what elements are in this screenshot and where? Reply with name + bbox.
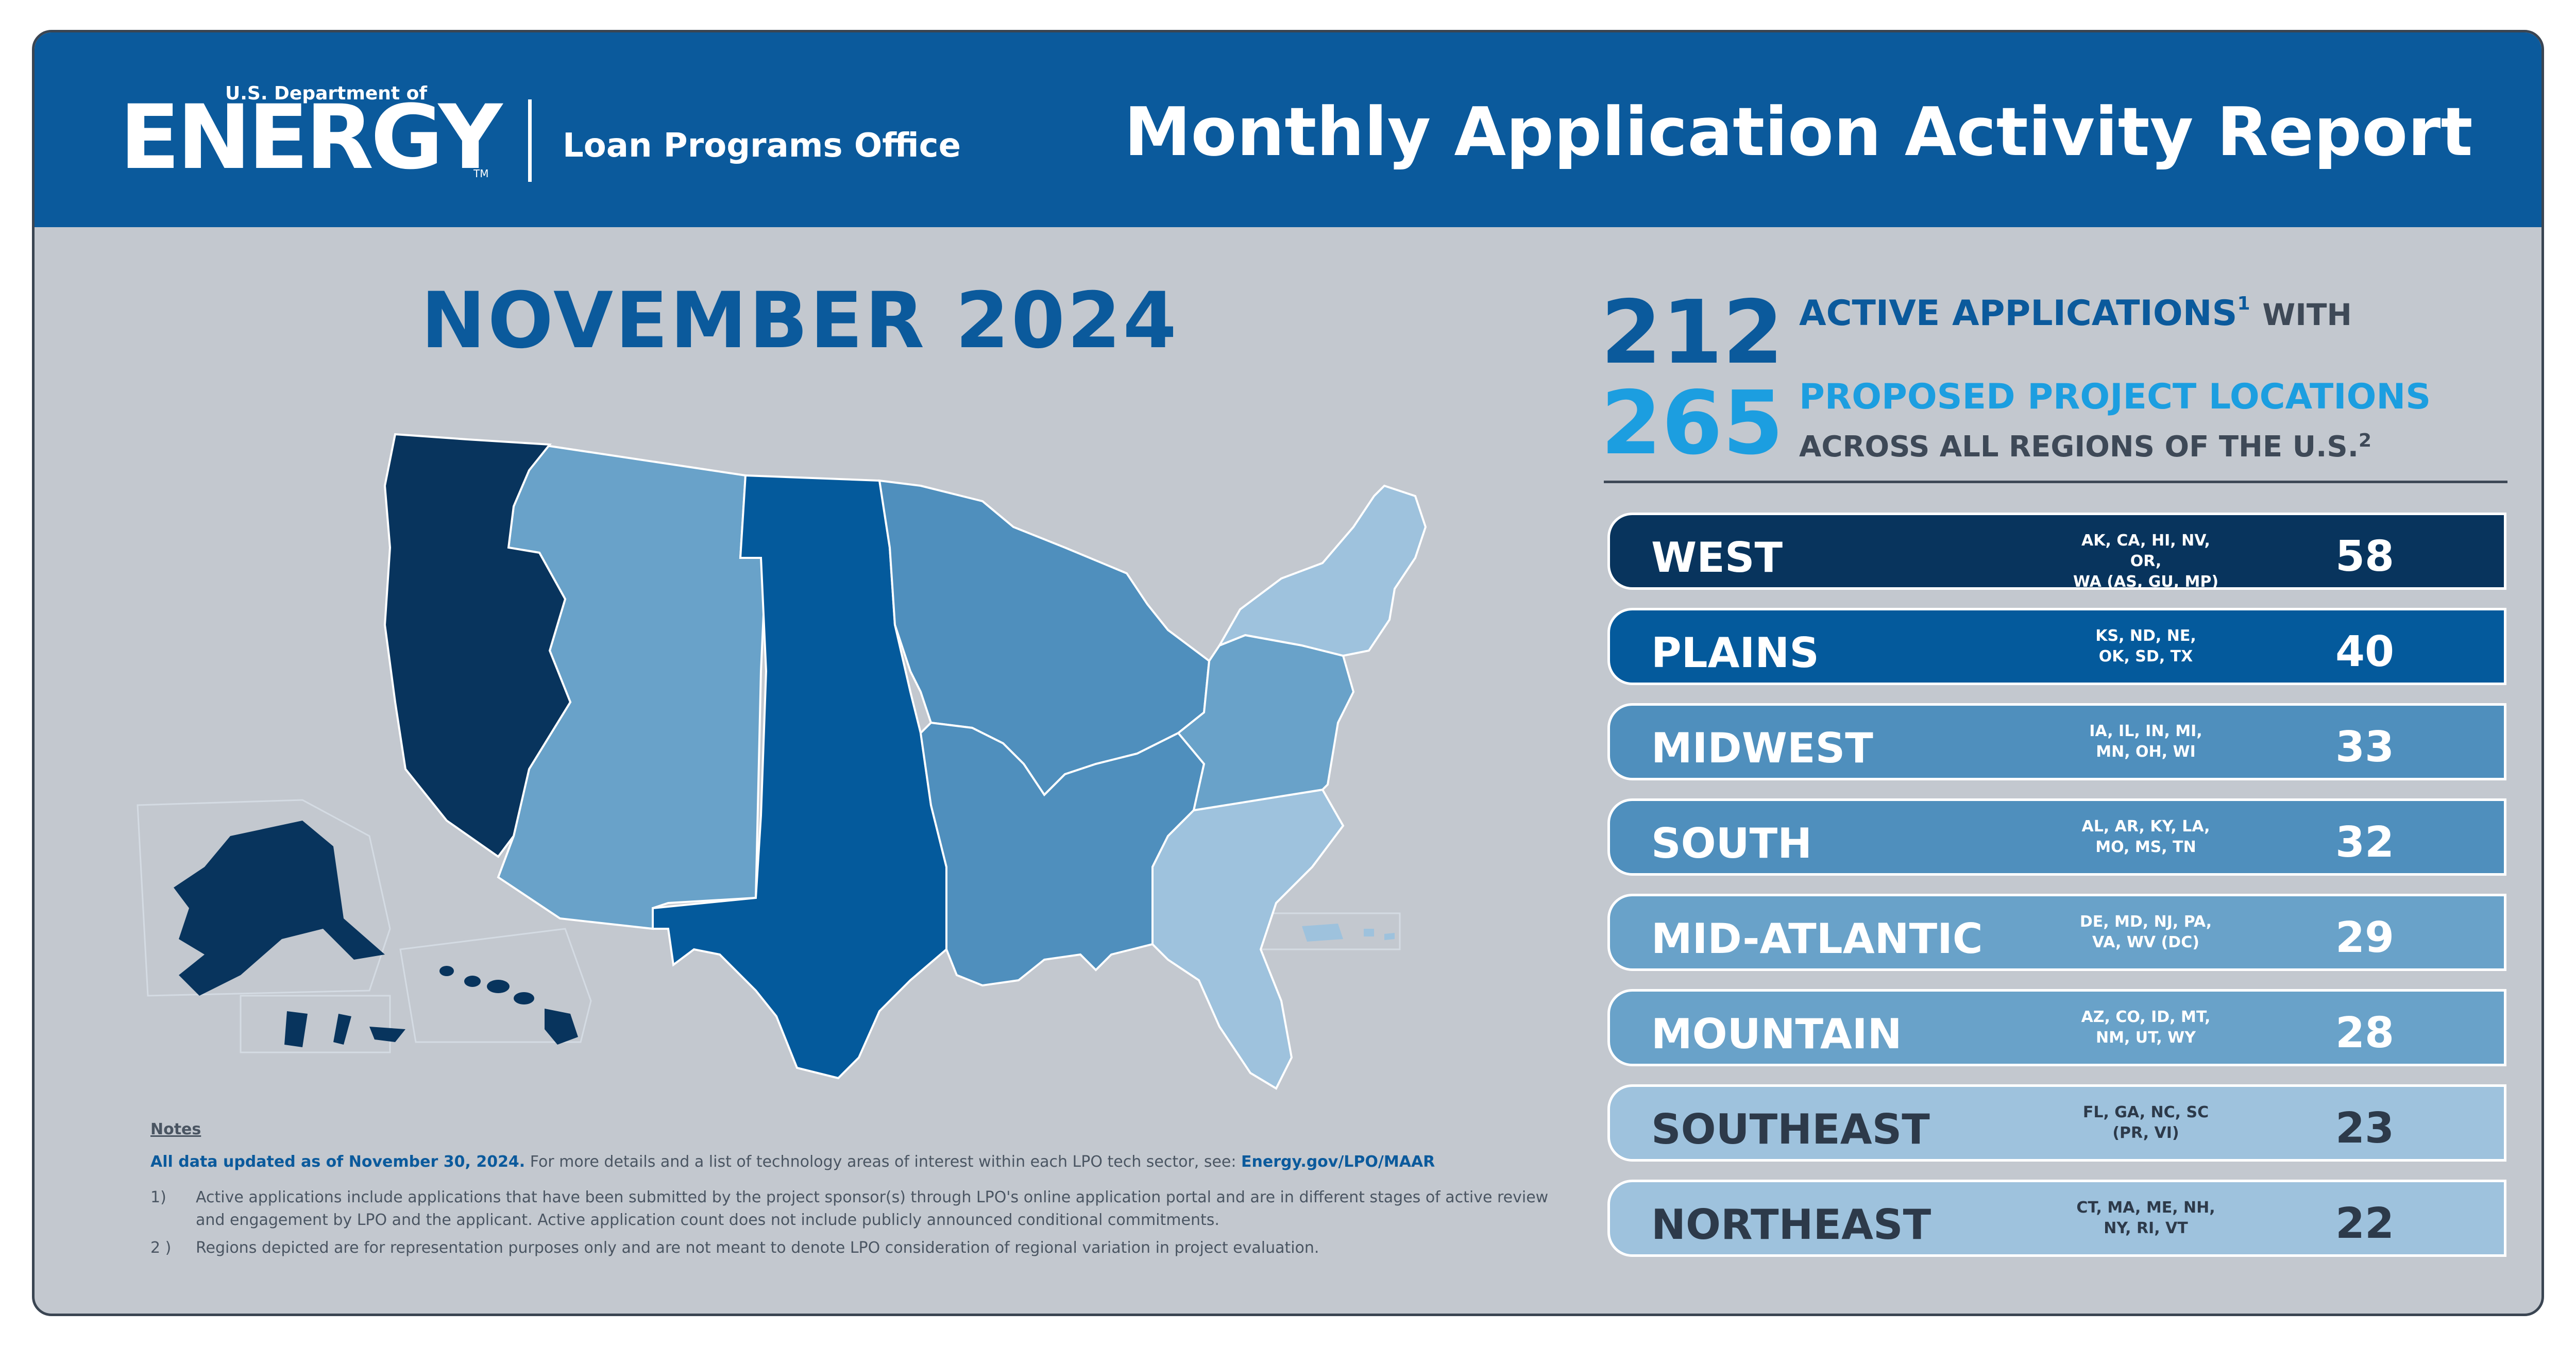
region-states-line: VA, WV (DC)	[2092, 933, 2199, 951]
region-row-plains: PLAINS KS, ND, NE, OK, SD, TX 40	[1607, 608, 2506, 685]
logo-trademark: TM	[473, 167, 489, 180]
region-name: MOUNTAIN	[1651, 1010, 1902, 1058]
regions-text: ACROSS ALL REGIONS OF THE U.S.	[1799, 430, 2359, 464]
region-states-line: MN, OH, WI	[2096, 743, 2196, 761]
maar-link[interactable]: Energy.gov/LPO/MAAR	[1241, 1153, 1435, 1171]
project-locations-count: 265	[1601, 372, 1784, 474]
region-list: WEST AK, CA, HI, NV, OR, WA (AS, GU, MP) …	[1607, 513, 2506, 1275]
notes-updated-date: All data updated as of November 30, 2024…	[150, 1153, 526, 1171]
report-title: Monthly Application Activity Report	[1124, 93, 2473, 171]
region-states-line: OK, SD, TX	[2098, 648, 2193, 666]
region-states: AZ, CO, ID, MT, NM, UT, WY	[2063, 1007, 2228, 1048]
active-applications-text: ACTIVE APPLICATIONS	[1799, 293, 2238, 334]
region-states-line: AL, AR, KY, LA,	[2081, 817, 2210, 836]
region-row-mid-atlantic: MID-ATLANTIC DE, MD, NJ, PA, VA, WV (DC) …	[1607, 894, 2506, 971]
notes-updated: All data updated as of November 30, 2024…	[150, 1153, 1567, 1171]
region-row-midwest: MIDWEST IA, IL, IN, MI, MN, OH, WI 33	[1607, 703, 2506, 780]
region-row-southeast: SOUTHEAST FL, GA, NC, SC (PR, VI) 23	[1607, 1084, 2506, 1162]
report-frame: U.S. Department of ENERGY TM Loan Progra…	[32, 30, 2544, 1316]
region-count: 23	[2335, 1104, 2395, 1153]
region-count: 32	[2335, 818, 2395, 867]
region-states-line: AZ, CO, ID, MT,	[2081, 1008, 2211, 1026]
note-number: 1)	[150, 1188, 166, 1206]
region-name: SOUTH	[1651, 820, 1812, 867]
region-states: DE, MD, NJ, PA, VA, WV (DC)	[2063, 912, 2228, 953]
notes-section: Notes All data updated as of November 30…	[150, 1120, 1567, 1265]
region-southeast	[1151, 788, 1345, 1090]
region-states-line: NY, RI, VT	[2104, 1219, 2188, 1237]
logo-divider	[528, 99, 532, 182]
region-count: 28	[2335, 1009, 2395, 1058]
region-states-line: AK, CA, HI, NV, OR,	[2081, 532, 2210, 570]
region-states-line: NM, UT, WY	[2095, 1029, 2196, 1047]
region-name: MIDWEST	[1651, 724, 1873, 772]
region-states-line: (PR, VI)	[2112, 1124, 2179, 1142]
region-row-south: SOUTH AL, AR, KY, LA, MO, MS, TN 32	[1607, 798, 2506, 876]
caribbean-territories-shape	[1302, 924, 1395, 942]
region-name: NORTHEAST	[1651, 1201, 1931, 1249]
region-states-line: WA (AS, GU, MP)	[2073, 573, 2219, 591]
logo-department-text: U.S. Department of	[225, 83, 428, 104]
region-northeast	[1217, 484, 1427, 657]
region-count: 29	[2335, 913, 2395, 962]
region-row-mountain: MOUNTAIN AZ, CO, ID, MT, NM, UT, WY 28	[1607, 989, 2506, 1066]
region-states: IA, IL, IN, MI, MN, OH, WI	[2063, 721, 2228, 762]
active-applications-count: 212	[1601, 282, 1784, 384]
region-count: 33	[2335, 723, 2395, 772]
note-number: 2 )	[150, 1239, 172, 1257]
energy-logo: ENERGY	[120, 86, 502, 189]
footnote-2-marker: 2	[2359, 430, 2372, 451]
active-applications-label: ACTIVE APPLICATIONS1 WITH	[1799, 293, 2352, 334]
region-name: MID-ATLANTIC	[1651, 915, 1983, 963]
region-states-line: CT, MA, ME, NH,	[2076, 1199, 2215, 1217]
region-name: WEST	[1651, 534, 1783, 582]
note-item: 1) Active applications include applicati…	[150, 1186, 1567, 1232]
region-plains	[652, 474, 947, 1080]
note-text: Regions depicted are for representation …	[196, 1239, 1319, 1257]
notes-heading: Notes	[150, 1120, 201, 1138]
region-count: 22	[2335, 1199, 2395, 1248]
alaska-shape	[174, 821, 385, 996]
region-states: AK, CA, HI, NV, OR, WA (AS, GU, MP)	[2063, 531, 2228, 592]
office-name: Loan Programs Office	[563, 127, 961, 165]
region-row-northeast: NORTHEAST CT, MA, ME, NH, NY, RI, VT 22	[1607, 1180, 2506, 1257]
region-count: 40	[2335, 627, 2395, 676]
region-states-line: FL, GA, NC, SC	[2082, 1103, 2209, 1121]
active-applications-suffix: WITH	[2262, 297, 2352, 332]
region-states: FL, GA, NC, SC (PR, VI)	[2063, 1102, 2228, 1144]
note-text: Active applications include applications…	[196, 1188, 1549, 1229]
region-states: CT, MA, ME, NH, NY, RI, VT	[2063, 1198, 2228, 1239]
footnote-1-marker: 1	[2237, 293, 2250, 314]
region-count: 58	[2335, 532, 2395, 581]
region-states: AL, AR, KY, LA, MO, MS, TN	[2063, 816, 2228, 858]
region-west	[383, 433, 572, 858]
region-states-line: DE, MD, NJ, PA,	[2079, 913, 2212, 931]
region-name: SOUTHEAST	[1651, 1105, 1930, 1153]
note-item: 2 ) Regions depicted are for representat…	[150, 1237, 1567, 1259]
us-regions-map	[137, 433, 1427, 1090]
region-states: KS, ND, NE, OK, SD, TX	[2063, 626, 2228, 667]
hawaii-shape	[439, 966, 578, 1045]
header-bar: U.S. Department of ENERGY TM Loan Progra…	[35, 32, 2541, 227]
project-locations-label: PROPOSED PROJECT LOCATIONS	[1799, 377, 2431, 417]
region-row-west: WEST AK, CA, HI, NV, OR, WA (AS, GU, MP) …	[1607, 513, 2506, 592]
pacific-territories-shape	[284, 1011, 405, 1047]
region-states-line: IA, IL, IN, MI,	[2089, 722, 2202, 740]
region-states-line: MO, MS, TN	[2095, 838, 2196, 856]
region-states-line: KS, ND, NE,	[2095, 627, 2196, 645]
stats-divider	[1604, 481, 2507, 483]
region-name: PLAINS	[1651, 629, 1819, 677]
notes-updated-text: For more details and a list of technolog…	[525, 1153, 1242, 1171]
month-title: NOVEMBER 2024	[421, 276, 1179, 366]
project-locations-suffix: ACROSS ALL REGIONS OF THE U.S.2	[1799, 430, 2371, 464]
